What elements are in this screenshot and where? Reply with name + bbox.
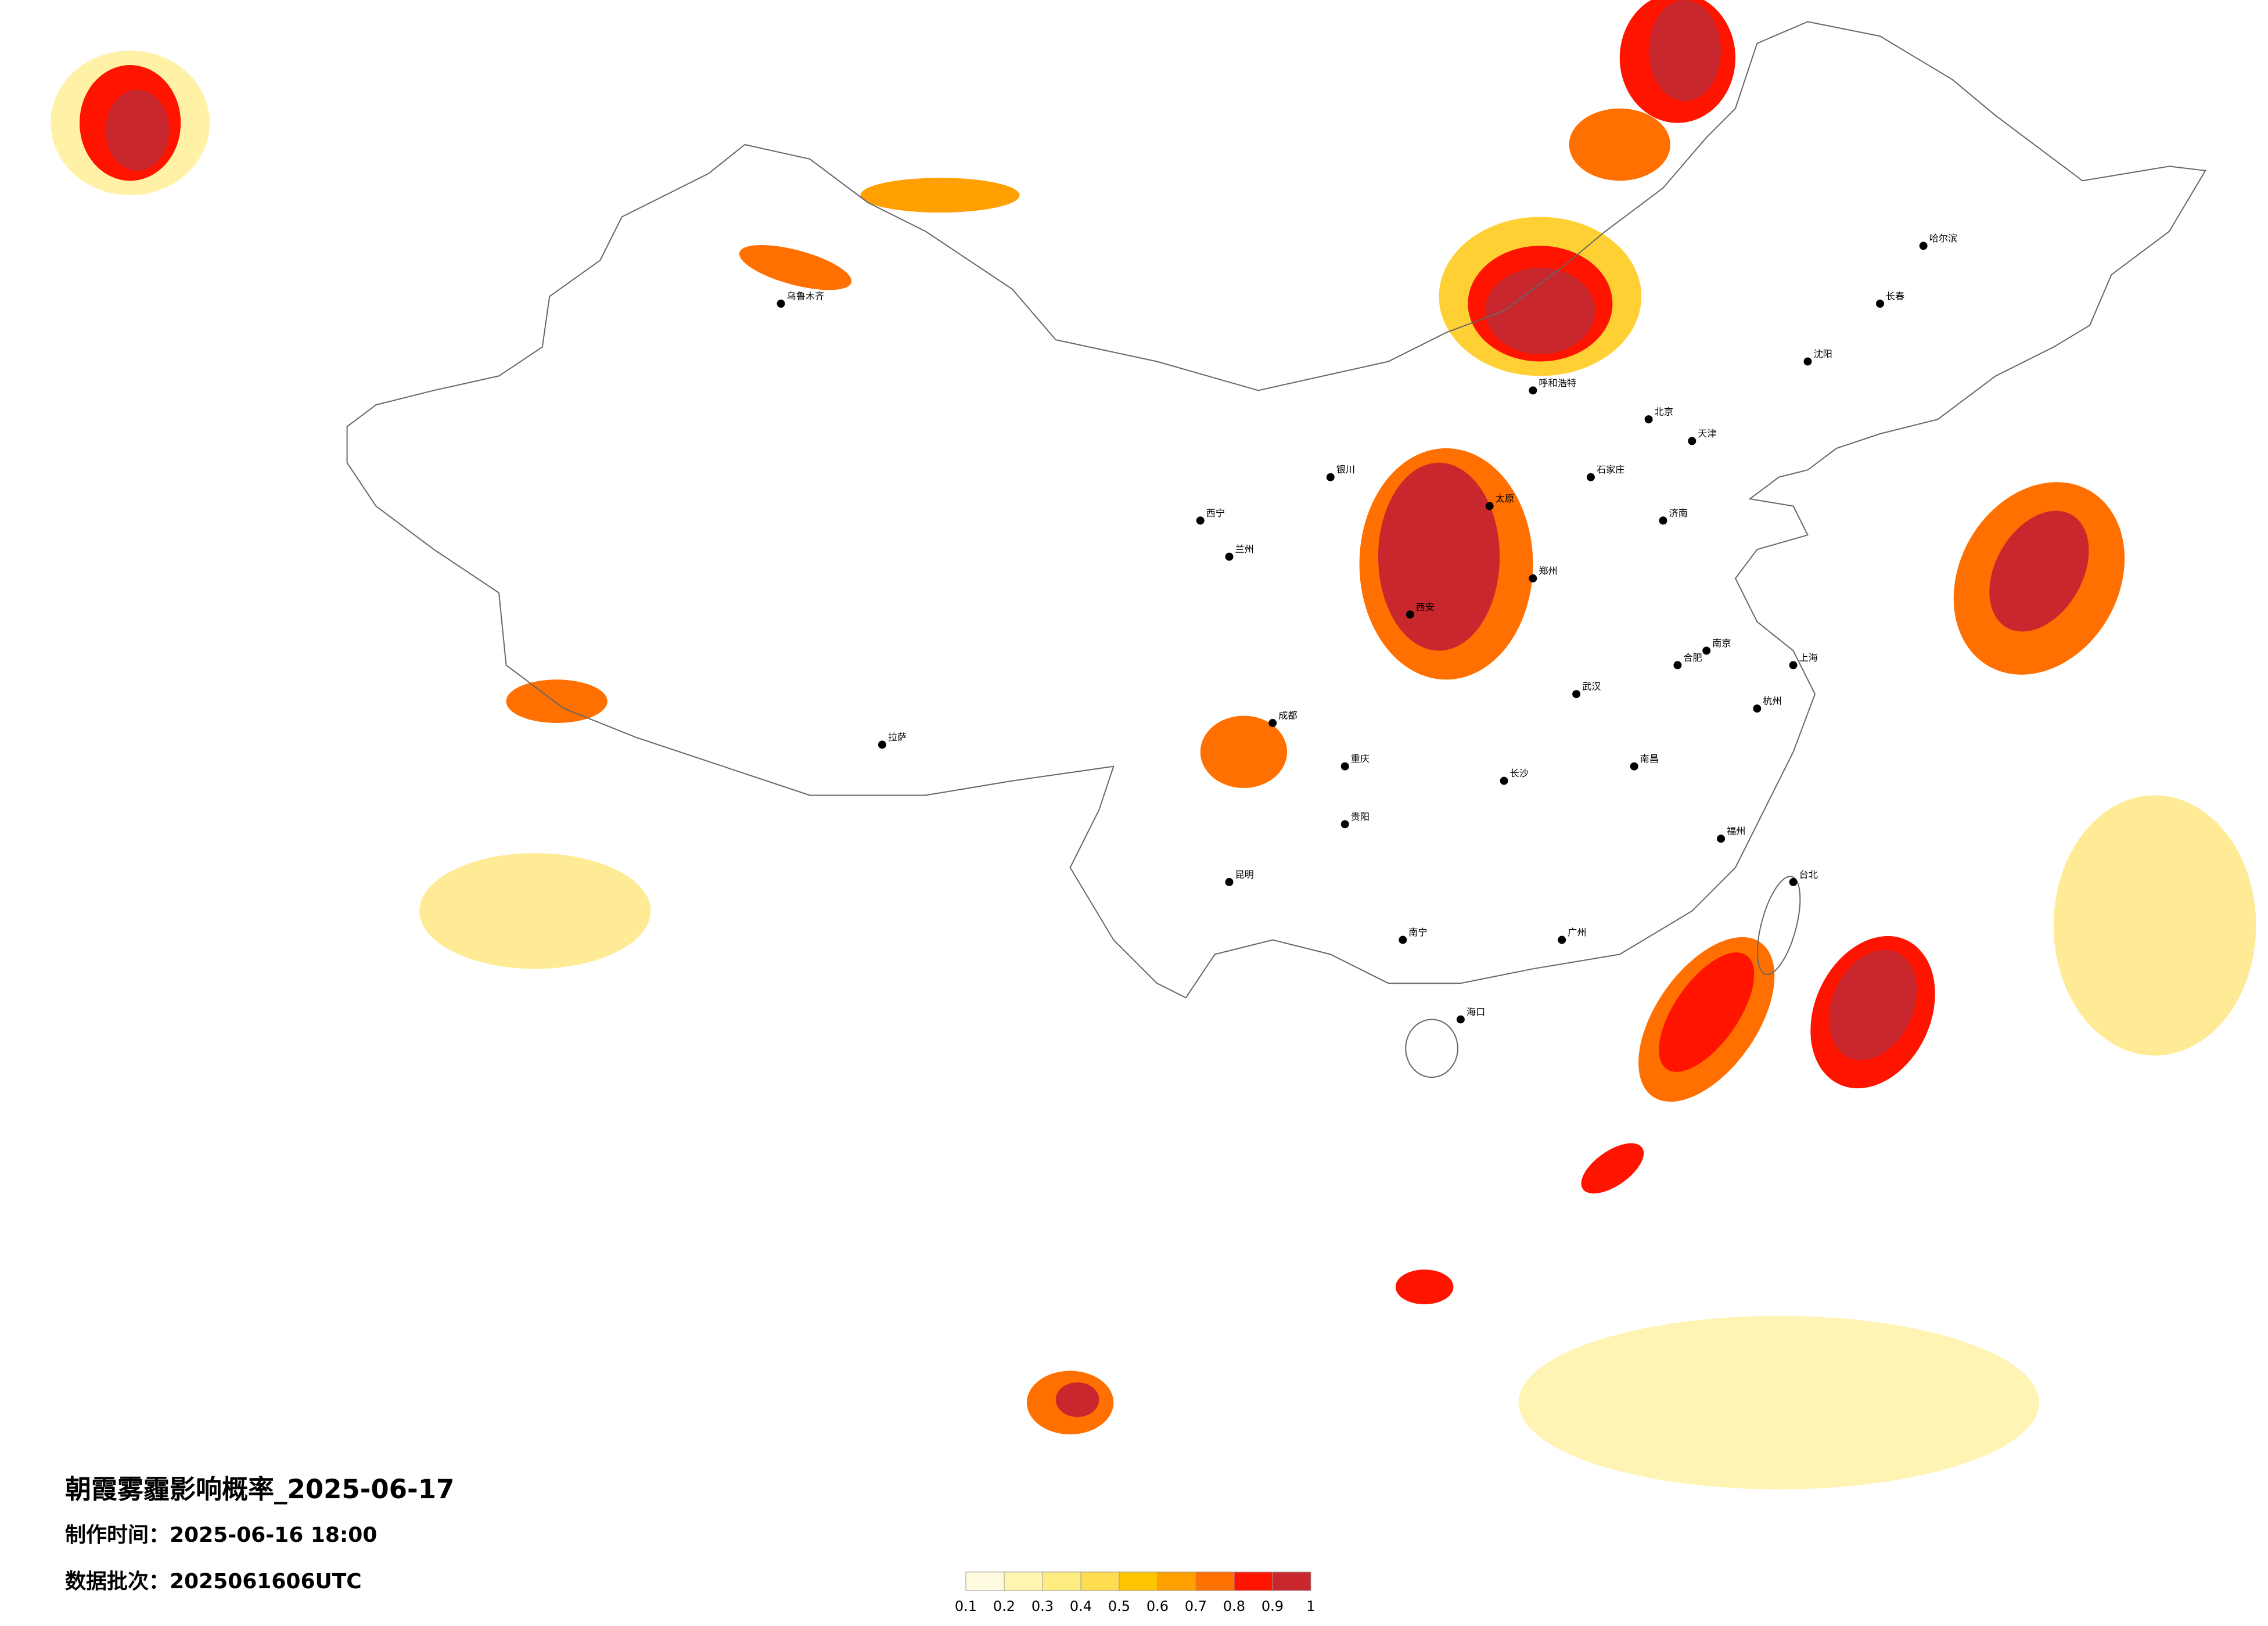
city-dot bbox=[1789, 877, 1798, 886]
legend-swatch bbox=[965, 1571, 1005, 1591]
legend-label: 0.4 bbox=[1070, 1598, 1092, 1614]
city-label: 台北 bbox=[1799, 869, 1818, 880]
city-dot bbox=[1225, 552, 1234, 561]
legend-swatch bbox=[1042, 1571, 1081, 1591]
legend-label: 0.6 bbox=[1146, 1598, 1169, 1614]
legend-swatch bbox=[1157, 1571, 1196, 1591]
batch: 数据批次：2025061606UTC bbox=[65, 1570, 362, 1593]
city-label: 南宁 bbox=[1408, 927, 1427, 938]
city-dot bbox=[1326, 473, 1335, 481]
city-dot bbox=[1406, 610, 1414, 619]
made-time: 制作时间：2025-06-16 18:00 bbox=[65, 1523, 377, 1547]
city-label: 广州 bbox=[1568, 927, 1586, 938]
city-label: 海口 bbox=[1467, 1006, 1485, 1017]
city-dot bbox=[1225, 877, 1234, 886]
city-dot bbox=[1529, 386, 1537, 395]
city-dot bbox=[1529, 574, 1537, 582]
city-dot bbox=[1673, 661, 1682, 670]
city-dot bbox=[878, 740, 886, 749]
city-label: 重庆 bbox=[1351, 753, 1370, 764]
city-label: 呼和浩特 bbox=[1539, 377, 1576, 388]
city-dot bbox=[1485, 502, 1494, 510]
legend-label: 0.5 bbox=[1108, 1598, 1130, 1614]
country-outline bbox=[346, 21, 2206, 999]
city-dot bbox=[1500, 776, 1508, 785]
city-label: 杭州 bbox=[1763, 696, 1781, 707]
legend-swatch bbox=[1272, 1571, 1311, 1591]
city-label: 银川 bbox=[1336, 464, 1355, 475]
city-label: 兰州 bbox=[1235, 544, 1253, 555]
city-label: 武汉 bbox=[1582, 681, 1601, 692]
city-dot bbox=[1803, 357, 1812, 366]
city-dot bbox=[1587, 473, 1595, 481]
legend-swatch bbox=[1119, 1571, 1158, 1591]
legend-swatch bbox=[1004, 1571, 1043, 1591]
city-dot bbox=[1558, 936, 1566, 944]
legend-label: 1 bbox=[1306, 1598, 1315, 1614]
city-label: 长春 bbox=[1886, 290, 1904, 301]
city-dot bbox=[1919, 242, 1928, 250]
city-dot bbox=[1268, 719, 1277, 727]
city-label: 石家庄 bbox=[1597, 464, 1625, 475]
legend-label: 0.9 bbox=[1261, 1598, 1284, 1614]
legend-label: 0.3 bbox=[1031, 1598, 1054, 1614]
city-label: 天津 bbox=[1698, 428, 1716, 439]
city-dot bbox=[1876, 299, 1884, 308]
city-label: 南昌 bbox=[1640, 753, 1659, 764]
city-dot bbox=[1630, 762, 1638, 771]
city-label: 哈尔滨 bbox=[1929, 233, 1958, 244]
legend-swatch bbox=[1234, 1571, 1273, 1591]
city-label: 长沙 bbox=[1510, 768, 1529, 779]
city-label: 北京 bbox=[1655, 406, 1673, 418]
city-dot bbox=[777, 299, 785, 308]
city-label: 合肥 bbox=[1683, 652, 1702, 663]
city-dot bbox=[1659, 516, 1667, 525]
haze-field bbox=[51, 0, 2256, 1490]
city-dot bbox=[1702, 646, 1711, 655]
city-label: 西宁 bbox=[1206, 508, 1225, 519]
legend: 0.1 0.2 0.3 0.4 0.5 0.6 0.7 0.8 0.9 1 bbox=[955, 1571, 1315, 1614]
city-dot bbox=[1688, 437, 1696, 445]
legend-label: 0.2 bbox=[993, 1598, 1015, 1614]
city-label: 沈阳 bbox=[1813, 348, 1832, 359]
taiwan bbox=[1757, 876, 1801, 976]
city-dot bbox=[1340, 762, 1349, 771]
city-label: 西安 bbox=[1416, 602, 1435, 613]
legend-label: 0.7 bbox=[1185, 1598, 1207, 1614]
legend-label: 0.1 bbox=[955, 1598, 977, 1614]
city-label: 昆明 bbox=[1235, 869, 1253, 880]
city-dot bbox=[1789, 661, 1798, 670]
city-label: 贵阳 bbox=[1351, 811, 1370, 822]
hainan bbox=[1405, 1019, 1458, 1078]
city-label: 济南 bbox=[1669, 508, 1687, 519]
city-dot bbox=[1196, 516, 1205, 525]
legend-swatch bbox=[1195, 1571, 1235, 1591]
city-label: 拉萨 bbox=[888, 732, 907, 743]
city-dot bbox=[1456, 1015, 1465, 1024]
city-label: 上海 bbox=[1799, 652, 1818, 663]
city-label: 成都 bbox=[1278, 710, 1297, 721]
city-dot bbox=[1572, 690, 1581, 699]
city-label: 南京 bbox=[1712, 638, 1731, 649]
city-dot bbox=[1399, 936, 1407, 944]
title: 朝霞雾霾影响概率_2025-06-17 bbox=[65, 1474, 454, 1505]
city-dot bbox=[1340, 820, 1349, 829]
city-dot bbox=[1644, 415, 1653, 424]
city-dot bbox=[1717, 834, 1726, 843]
city-label: 乌鲁木齐 bbox=[787, 290, 825, 301]
city-label: 福州 bbox=[1727, 826, 1745, 837]
city-dot bbox=[1753, 704, 1762, 713]
city-label: 郑州 bbox=[1539, 566, 1557, 577]
legend-swatch bbox=[1080, 1571, 1120, 1591]
legend-label: 0.8 bbox=[1223, 1598, 1245, 1614]
city-label: 太原 bbox=[1496, 493, 1514, 504]
